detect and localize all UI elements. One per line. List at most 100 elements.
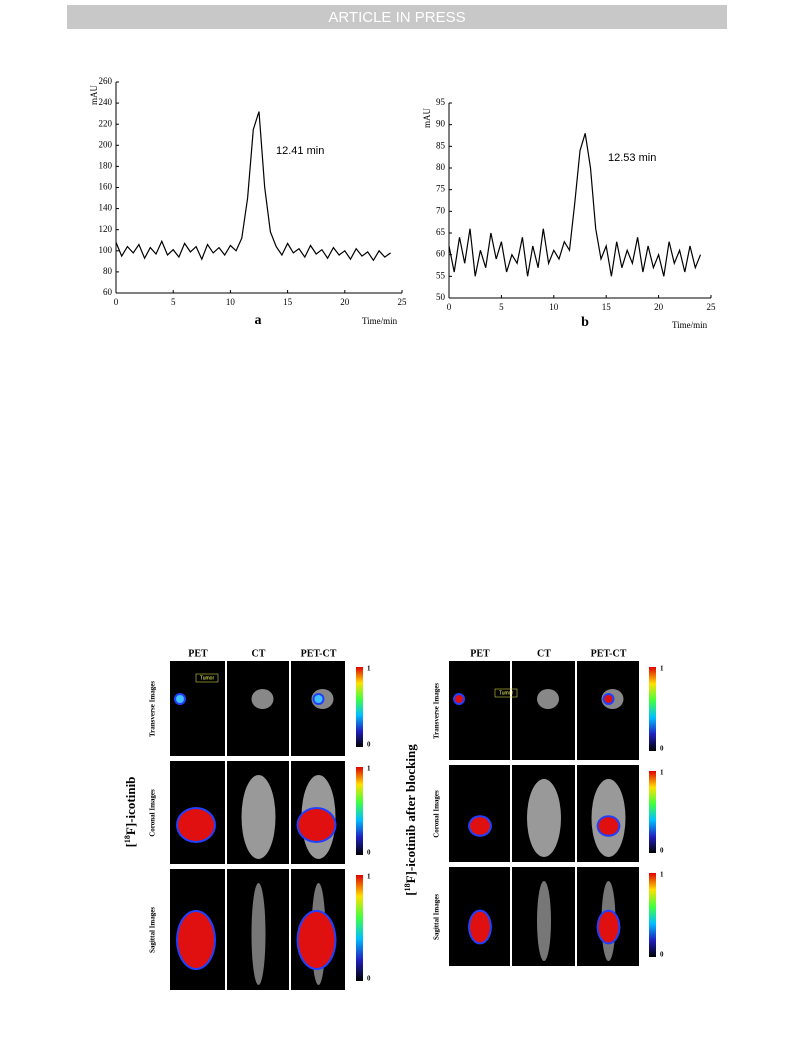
x-axis-label: Time/min — [672, 320, 708, 330]
column-header: PET-CT — [591, 648, 627, 659]
tumor-label: Tumor — [200, 675, 215, 681]
tumor-box — [195, 673, 219, 683]
x-tick-label: 20 — [654, 302, 664, 312]
pet-uptake — [178, 809, 214, 841]
y-tick-label: 80 — [103, 266, 113, 276]
x-tick-label: 15 — [283, 297, 293, 307]
side-label: [18F]-icotinib after blocking — [403, 744, 418, 896]
x-tick-label: 0 — [447, 302, 452, 312]
trace — [448, 133, 702, 277]
ct-body — [537, 689, 559, 709]
x-tick-label: 5 — [171, 297, 176, 307]
y-tick-label: 75 — [436, 184, 446, 194]
panel-label: a — [255, 313, 262, 328]
peak-annotation: 12.41 min — [276, 145, 324, 157]
y-tick-label: 60 — [436, 249, 446, 259]
colorbar-min: 0 — [660, 847, 664, 855]
ct-body — [241, 775, 276, 859]
column-header: CT — [252, 648, 266, 659]
colorbar — [649, 873, 656, 957]
colorbar — [356, 767, 363, 855]
x-axis-label: Time/min — [362, 316, 398, 326]
colorbar — [356, 667, 363, 747]
ct-body — [527, 779, 561, 857]
colorbar-min: 0 — [367, 741, 371, 749]
row-label: Coronal Images — [149, 789, 157, 837]
pet-uptake — [604, 695, 613, 703]
row-label: Sagittal Images — [433, 894, 441, 940]
y-tick-label: 90 — [436, 119, 446, 129]
side-label-post: F]-icotinib — [123, 777, 138, 836]
colorbar-max: 1 — [660, 769, 664, 777]
y-tick-label: 65 — [436, 227, 446, 237]
y-tick-label: 80 — [436, 162, 446, 172]
header: ARTICLE IN PRESS — [328, 9, 465, 26]
colorbar-max: 1 — [660, 665, 664, 673]
colorbar-min: 0 — [367, 975, 371, 983]
peak-annotation: 12.53 min — [608, 152, 656, 164]
x-tick-label: 10 — [226, 297, 236, 307]
y-tick-label: 60 — [103, 287, 113, 297]
colorbar-max: 1 — [660, 871, 664, 879]
panel-label: b — [581, 315, 589, 330]
pet-uptake — [598, 911, 619, 943]
y-tick-label: 100 — [99, 245, 113, 255]
row-label: Transverse Images — [149, 681, 157, 737]
tumor-label: Tumor — [499, 690, 514, 696]
y-tick-label: 55 — [436, 270, 446, 280]
pet-uptake — [314, 695, 323, 703]
pet-uptake — [178, 912, 214, 968]
y-tick-label: 260 — [99, 76, 113, 86]
side-label-pre: [ — [403, 891, 418, 895]
y-tick-label: 200 — [99, 139, 113, 149]
ct-body — [251, 689, 274, 709]
image-panel — [291, 661, 345, 756]
column-header: PET-CT — [301, 648, 337, 659]
side-label-pre: [ — [123, 843, 138, 847]
y-axis-label: mAU — [422, 108, 432, 129]
pet-uptake — [298, 912, 335, 968]
colorbar-min: 0 — [367, 849, 371, 857]
ct-body — [251, 883, 266, 985]
pet-uptake — [470, 817, 490, 835]
colorbar-max: 1 — [367, 873, 371, 881]
pet-uptake — [470, 911, 490, 943]
colorbar-max: 1 — [367, 665, 371, 673]
x-tick-label: 15 — [602, 302, 612, 312]
row-label: Transverse Images — [433, 683, 441, 739]
colorbar — [649, 771, 656, 853]
pet-uptake — [598, 817, 619, 835]
x-tick-label: 20 — [340, 297, 350, 307]
y-tick-label: 160 — [99, 182, 113, 192]
side-label-sup: 18 — [403, 883, 412, 891]
row-label: Coronal Images — [433, 790, 441, 838]
colorbar-min: 0 — [660, 745, 664, 753]
y-tick-label: 120 — [99, 224, 113, 234]
ct-body — [537, 881, 551, 961]
image-panel — [512, 661, 575, 760]
x-tick-label: 25 — [398, 297, 408, 307]
pet-uptake — [298, 809, 335, 841]
side-label-post: F]-icotinib after blocking — [403, 744, 418, 884]
y-tick-label: 70 — [436, 205, 446, 215]
column-header: CT — [537, 648, 551, 659]
y-tick-label: 85 — [436, 140, 446, 150]
colorbar-min: 0 — [660, 951, 664, 959]
column-header: PET — [470, 648, 490, 659]
x-tick-label: 25 — [707, 302, 717, 312]
y-axis-label: mAU — [89, 85, 99, 106]
trace — [115, 111, 391, 262]
y-tick-label: 240 — [99, 97, 113, 107]
y-tick-label: 180 — [99, 160, 113, 170]
image-panel — [577, 661, 639, 760]
header-bar — [67, 5, 727, 29]
tumor-box — [494, 688, 518, 698]
row-label: Sagittal Images — [149, 907, 157, 953]
y-tick-label: 95 — [436, 97, 446, 107]
y-tick-label: 220 — [99, 118, 113, 128]
y-tick-label: 140 — [99, 203, 113, 213]
x-tick-label: 0 — [114, 297, 119, 307]
image-panel — [449, 765, 510, 862]
